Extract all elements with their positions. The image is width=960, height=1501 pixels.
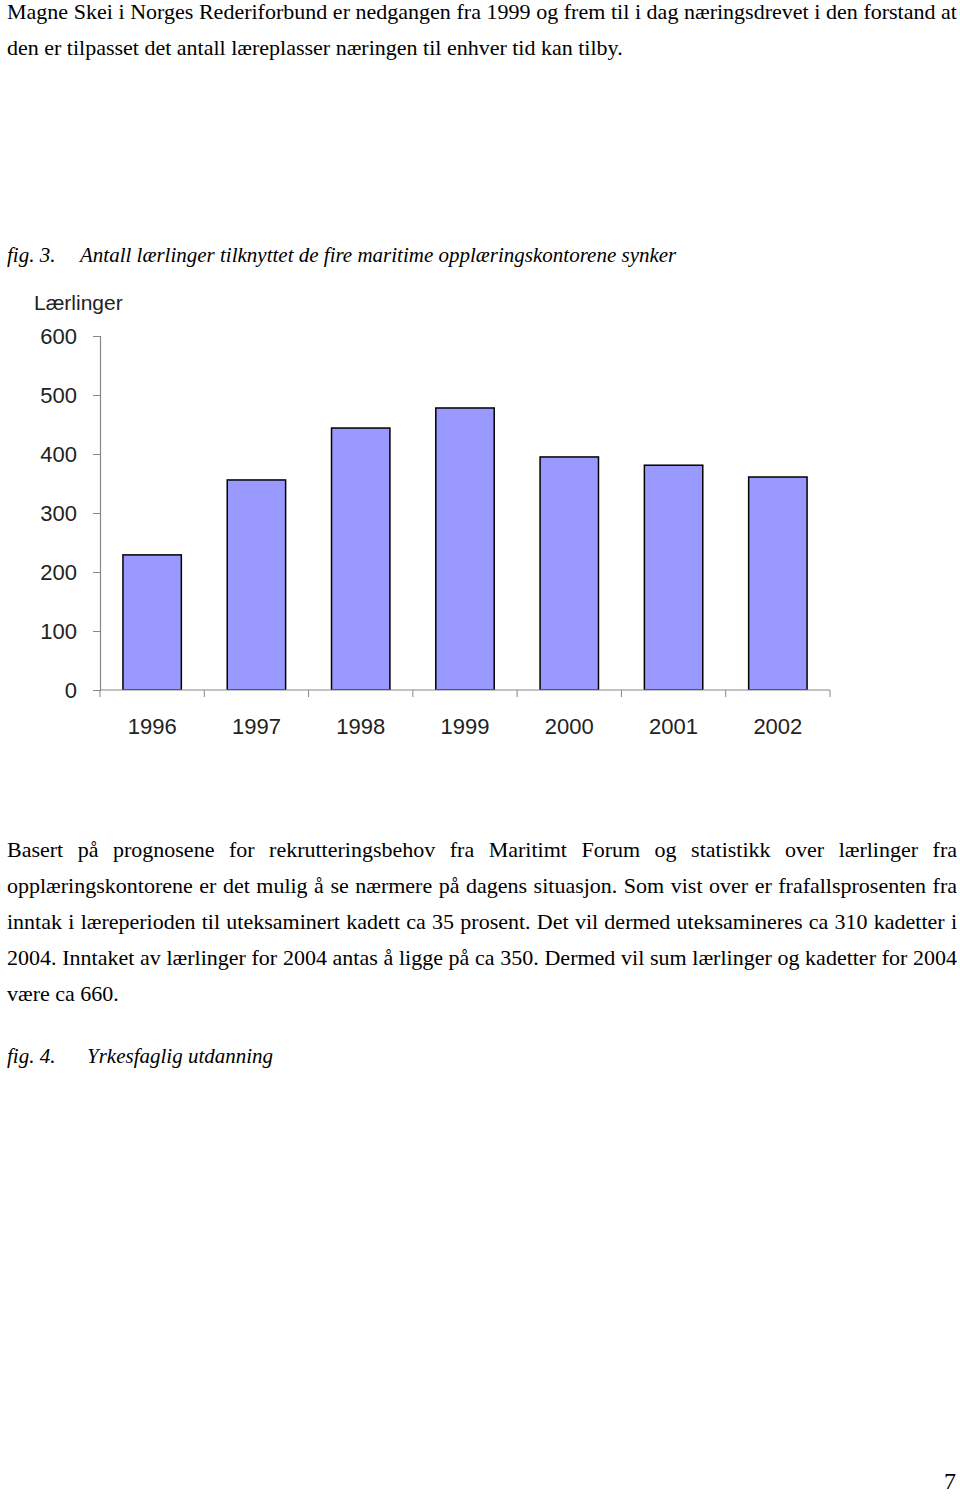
y-axis-line [93,337,101,691]
x-separator [412,690,413,697]
figure-caption: fig. 3.Antall lærlinger tilknyttet de fi… [7,243,55,268]
y-tick-label: 500 [40,383,77,408]
y-tick-mark [93,513,100,514]
x-tick: 1997 [232,690,281,739]
x-tick: 2002 [753,690,802,739]
y-axis-title: Lærlinger [34,291,123,314]
x-separator [517,690,518,697]
x-tick-label: 1997 [232,714,281,739]
x-tick: 2001 [649,690,698,739]
y-axis: 0 100 200 300 400 500 600 [40,324,100,703]
figure-title: Antall lærlinger tilknyttet de fire mari… [80,243,676,268]
x-separator [621,690,622,697]
bar [644,465,702,690]
x-tick-label: 2002 [753,714,802,739]
page-number: 7 [944,1468,956,1495]
x-tick: 1996 [128,690,177,739]
x-axis: 1996 1997 1998 1999 2000 2001 2002 [100,690,830,739]
y-tick: 500 [40,383,100,408]
y-tick: 300 [40,501,100,526]
y-tick-mark [93,690,100,691]
y-tick: 100 [40,619,100,644]
bar [123,555,181,690]
y-tick-mark [93,572,100,573]
x-separator [725,690,726,697]
x-tick: 1998 [336,690,385,739]
y-tick: 600 [40,324,100,349]
y-tick-mark [93,454,100,455]
y-tick-label: 600 [40,324,77,349]
y-tick-label: 100 [40,619,77,644]
x-separator [204,690,205,697]
y-tick: 200 [40,560,100,585]
x-axis-line [100,689,830,690]
y-tick: 0 [65,678,100,703]
bar [540,457,598,690]
y-tick-mark [93,631,100,632]
x-tick-label: 2001 [649,714,698,739]
figure-label: fig. 4. [7,1044,55,1068]
x-tick-label: 2000 [545,714,594,739]
chart: 0 100 200 300 400 500 600 1996 1997 1998 1999 2000 2… [0,0,960,1501]
x-tick-label: 1999 [441,714,490,739]
bar [436,408,494,690]
bars [123,408,807,690]
y-tick: 400 [40,442,100,467]
figure-label: fig. 3. [7,243,55,267]
x-tick: 1999 [441,690,490,739]
x-tick-label: 1998 [336,714,385,739]
bar [332,428,390,690]
x-separator [308,690,309,697]
x-tick: 2000 [545,690,594,739]
y-tick-label: 200 [40,560,77,585]
y-tick-label: 0 [65,678,77,703]
paragraph: Magne Skei i Norges Rederiforbund er ned… [7,0,957,66]
x-separator [830,690,831,697]
y-tick-label: 400 [40,442,77,467]
x-separator [100,690,101,697]
figure-caption: fig. 4.Yrkesfaglig utdanning [7,1044,55,1069]
y-tick-mark [93,336,100,337]
figure-title: Yrkesfaglig utdanning [87,1044,273,1069]
bar [749,477,807,690]
x-tick-label: 1996 [128,714,177,739]
bar [227,480,285,690]
y-tick-label: 300 [40,501,77,526]
paragraph: Basert på prognosene for rekrutteringsbe… [7,832,957,1012]
y-tick-mark [93,395,100,396]
